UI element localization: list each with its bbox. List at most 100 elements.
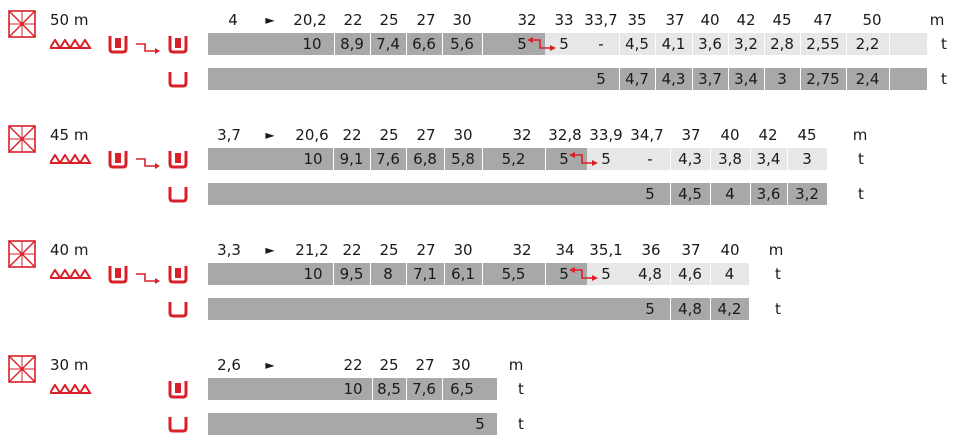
load-value: 5: [475, 415, 485, 433]
load-value: 9,1: [339, 150, 364, 168]
load-value: 6,6: [412, 35, 436, 53]
radius-tick: 47: [813, 11, 833, 29]
load-value: 5: [559, 35, 569, 53]
cell-divider: [710, 298, 711, 320]
load-value: 8,9: [340, 35, 364, 53]
single-hook-bar: [208, 183, 827, 205]
double-to-single-red-arrow-icon: [569, 267, 598, 281]
single-hook-block-icon: [168, 417, 188, 433]
load-value: 2,2: [855, 35, 880, 53]
load-unit: t: [518, 380, 524, 398]
cell-divider: [846, 68, 847, 90]
cell-divider: [482, 33, 483, 55]
radius-tick: 27: [415, 356, 435, 374]
load-value: 5: [601, 265, 611, 283]
cell-divider: [692, 33, 693, 55]
radius-tick: 34,7: [630, 126, 664, 144]
cell-divider: [728, 33, 729, 55]
radius-tick: 22: [343, 11, 363, 29]
cell-divider: [750, 183, 751, 205]
cell-divider: [670, 263, 671, 285]
cell-divider: [787, 148, 788, 170]
tower-crane-grid-icon: [8, 10, 36, 38]
load-value: 7,4: [376, 35, 400, 53]
cell-divider: [482, 263, 483, 285]
min-radius-label: 3,7: [217, 126, 241, 144]
radius-tick: 22: [343, 356, 363, 374]
radius-tick: 34: [555, 241, 575, 259]
load-value: 3,4: [734, 70, 758, 88]
cell-divider: [334, 33, 335, 55]
load-value: 5: [596, 70, 606, 88]
cell-divider: [406, 263, 407, 285]
radius-tick: 37: [665, 11, 685, 29]
load-unit: t: [518, 415, 524, 433]
load-unit: t: [858, 150, 864, 168]
double-to-single-red-arrow-icon: [527, 37, 556, 51]
load-value: 3,6: [698, 35, 722, 53]
cell-divider: [406, 148, 407, 170]
trolley-icon: [50, 269, 92, 279]
load-value: 5: [645, 300, 655, 318]
radius-tick: 20,6: [295, 126, 329, 144]
single-hook-block-icon: [168, 72, 188, 88]
load-value: 4,5: [625, 35, 649, 53]
double-hook-block-icon: [108, 266, 128, 284]
radius-tick: 40: [720, 241, 740, 259]
trolley-icon: [50, 154, 92, 164]
radius-tick: 33,7: [584, 11, 618, 29]
cell-divider: [710, 263, 711, 285]
load-unit: t: [941, 35, 947, 53]
double-hook-bar-tail: [587, 148, 827, 170]
distance-unit: m: [852, 126, 868, 144]
cell-divider: [655, 33, 656, 55]
radius-tick: 35,1: [589, 241, 623, 259]
load-value: 7,1: [413, 265, 437, 283]
load-value: 3,2: [734, 35, 758, 53]
load-chart-40m: 40 m 3,3 ► 21,2 22 25 27 30 32 34 35,1 3…: [0, 230, 957, 330]
double-hook-block-icon: [168, 381, 188, 399]
single-hook-block-icon: [168, 302, 188, 318]
double-hook-block-icon: [168, 36, 188, 54]
load-value: 5,5: [501, 265, 526, 283]
min-radius-label: 3,3: [217, 241, 241, 259]
load-value: 4,2: [717, 300, 742, 318]
load-value: 4: [725, 185, 735, 203]
distance-unit: m: [768, 241, 784, 259]
load-value: 7,6: [376, 150, 400, 168]
double-hook-bar-tail: [587, 263, 749, 285]
radius-tick: 22: [342, 241, 362, 259]
cell-divider: [619, 33, 620, 55]
changeover-arrow-icon: [136, 158, 160, 169]
radius-tick: 32,8: [548, 126, 582, 144]
load-value: 5,2: [501, 150, 526, 168]
cell-divider: [889, 33, 890, 55]
cell-divider: [619, 68, 620, 90]
cell-divider: [655, 68, 656, 90]
radius-tick: 20,2: [293, 11, 327, 29]
load-value: 4,1: [661, 35, 686, 53]
cell-divider: [444, 263, 445, 285]
radius-tick: 27: [416, 126, 436, 144]
jib-length-label: 50 m: [50, 11, 89, 29]
load-value: 5: [517, 35, 527, 53]
load-value: 6,5: [450, 380, 474, 398]
load-unit: t: [858, 185, 864, 203]
cell-divider: [764, 33, 765, 55]
double-hook-bar: [208, 263, 587, 285]
load-value: 6,8: [413, 150, 437, 168]
radius-tick: 40: [720, 126, 740, 144]
changeover-arrow-icon: [136, 43, 160, 54]
cell-divider: [370, 33, 371, 55]
tower-crane-grid-icon: [8, 125, 36, 153]
radius-tick: 35: [627, 11, 647, 29]
tower-crane-grid-icon: [8, 240, 36, 268]
radius-tick: 27: [416, 241, 436, 259]
cell-divider: [800, 68, 801, 90]
load-value: 3,7: [698, 70, 722, 88]
load-value: 9,5: [339, 265, 364, 283]
cell-divider: [333, 148, 334, 170]
double-hook-bar: [208, 378, 497, 400]
load-value: 3,4: [756, 150, 781, 168]
single-hook-bar: [208, 413, 497, 435]
